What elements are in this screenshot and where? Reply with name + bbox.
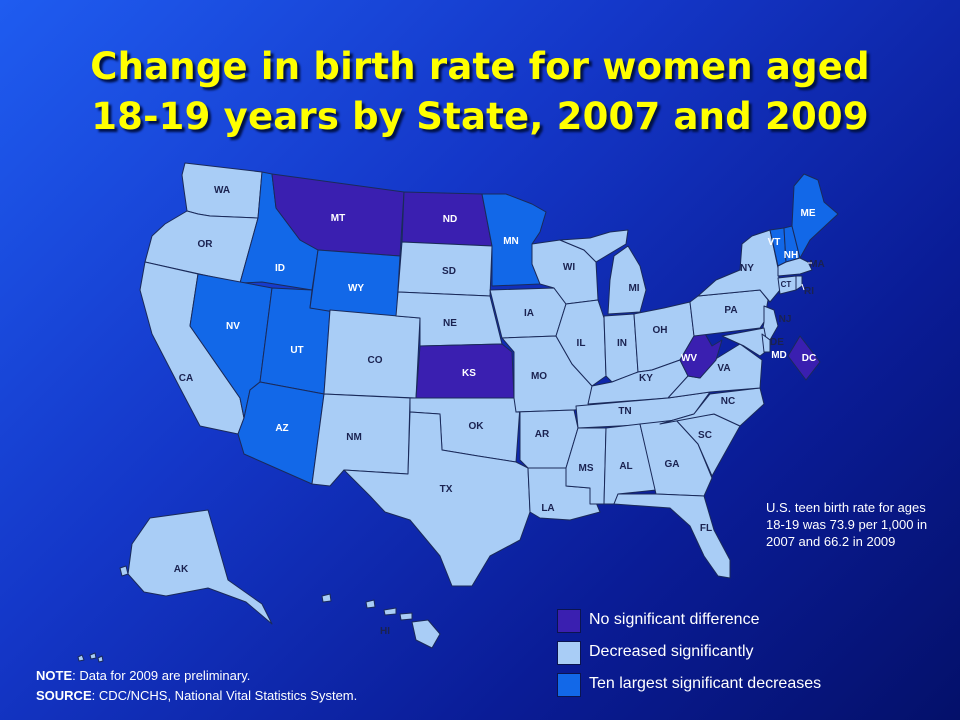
state-ak-chain-3 xyxy=(97,655,104,663)
legend-swatch-decreased xyxy=(557,641,581,665)
state-ak-island-1 xyxy=(119,565,129,577)
state-ak xyxy=(127,509,273,625)
state-ak-chain-2 xyxy=(89,652,97,660)
legend-swatch-no-change xyxy=(557,609,581,633)
label-id: ID xyxy=(275,263,285,274)
title-line-1: Change in birth rate for women aged xyxy=(90,45,870,88)
label-ar: AR xyxy=(535,429,550,440)
state-il xyxy=(555,299,607,387)
label-mn: MN xyxy=(503,236,519,247)
state-hi-1 xyxy=(365,599,376,609)
teen-birth-rate-note: U.S. teen birth rate for ages 18-19 was … xyxy=(766,500,928,549)
label-nc: NC xyxy=(721,396,735,407)
state-hi-2 xyxy=(383,607,397,616)
note-text: : Data for 2009 are preliminary. xyxy=(72,668,251,683)
state-tx xyxy=(343,411,531,587)
state-mi xyxy=(607,245,647,315)
label-ia: IA xyxy=(524,308,534,319)
label-nd: ND xyxy=(443,214,457,225)
state-md xyxy=(721,327,769,357)
legend-label-decreased: Decreased significantly xyxy=(589,643,754,660)
legend-swatch-top-decrease xyxy=(557,673,581,697)
label-mi: MI xyxy=(628,283,639,294)
label-pa: PA xyxy=(724,305,737,316)
label-ri: RI xyxy=(804,286,814,297)
label-ma: MA xyxy=(809,259,825,270)
state-co xyxy=(323,309,421,399)
state-fl xyxy=(613,493,731,579)
state-nc xyxy=(659,387,765,427)
state-de xyxy=(761,333,771,353)
label-wy: WY xyxy=(348,283,364,294)
label-nj: NJ xyxy=(779,314,792,325)
state-ri xyxy=(795,275,803,291)
state-dc xyxy=(787,335,821,381)
note-line: NOTE: Data for 2009 are preliminary. xyxy=(36,666,357,686)
label-wv: WV xyxy=(681,353,697,364)
label-wa: WA xyxy=(214,185,230,196)
label-nh: NH xyxy=(784,250,798,261)
label-de: DE xyxy=(770,337,784,348)
label-wi: WI xyxy=(563,262,575,273)
label-hi: HI xyxy=(380,626,390,637)
state-ks xyxy=(415,343,515,399)
label-tn: TN xyxy=(618,406,631,417)
source-label: SOURCE xyxy=(36,688,92,703)
label-ca: CA xyxy=(179,373,193,384)
label-az: AZ xyxy=(275,423,288,434)
source-line: SOURCE: CDC/NCHS, National Vital Statist… xyxy=(36,686,357,706)
label-ga: GA xyxy=(665,459,680,470)
map-title: Change in birth rate for women aged 18-1… xyxy=(0,42,960,142)
label-ky: KY xyxy=(639,373,653,384)
label-ne: NE xyxy=(443,318,457,329)
label-sc: SC xyxy=(698,430,712,441)
legend-label-top-decrease: Ten largest significant decreases xyxy=(589,675,822,692)
label-ok: OK xyxy=(469,421,485,432)
label-il: IL xyxy=(577,338,586,349)
label-ut: UT xyxy=(290,345,303,356)
footnote: NOTE: Data for 2009 are preliminary. SOU… xyxy=(36,666,357,706)
state-hi-3 xyxy=(399,612,413,621)
label-nm: NM xyxy=(346,432,362,443)
label-ak: AK xyxy=(174,564,189,575)
state-ak-chain-1 xyxy=(77,654,85,662)
label-ms: MS xyxy=(579,463,594,474)
label-ct: CT xyxy=(781,280,792,289)
state-hi-4 xyxy=(411,619,441,649)
label-ks: KS xyxy=(462,368,476,379)
label-sd: SD xyxy=(442,266,456,277)
state-ma xyxy=(777,257,813,277)
label-vt: VT xyxy=(768,237,781,248)
label-al: AL xyxy=(619,461,632,472)
title-line-2: 18-19 years by State, 2007 and 2009 xyxy=(91,95,869,138)
label-co: CO xyxy=(368,355,383,366)
state-mi-upper xyxy=(559,229,629,263)
state-ak-island-2 xyxy=(321,593,332,603)
label-ny: NY xyxy=(740,263,754,274)
label-nv: NV xyxy=(226,321,240,332)
label-or: OR xyxy=(198,239,214,250)
label-md: MD xyxy=(771,350,787,361)
label-fl: FL xyxy=(700,523,712,534)
label-oh: OH xyxy=(653,325,668,336)
label-in: IN xyxy=(617,338,627,349)
label-va: VA xyxy=(717,363,730,374)
source-text: : CDC/NCHS, National Vital Statistics Sy… xyxy=(91,688,358,703)
label-tx: TX xyxy=(440,484,453,495)
leader-line-ri xyxy=(801,283,805,291)
label-me: ME xyxy=(801,208,816,219)
label-mt: MT xyxy=(331,213,345,224)
legend-label-no-change: No significant difference xyxy=(589,611,760,628)
state-me xyxy=(791,173,839,259)
note-label: NOTE xyxy=(36,668,73,683)
label-mo: MO xyxy=(531,371,547,382)
label-la: LA xyxy=(541,503,554,514)
label-dc: DC xyxy=(802,353,816,364)
